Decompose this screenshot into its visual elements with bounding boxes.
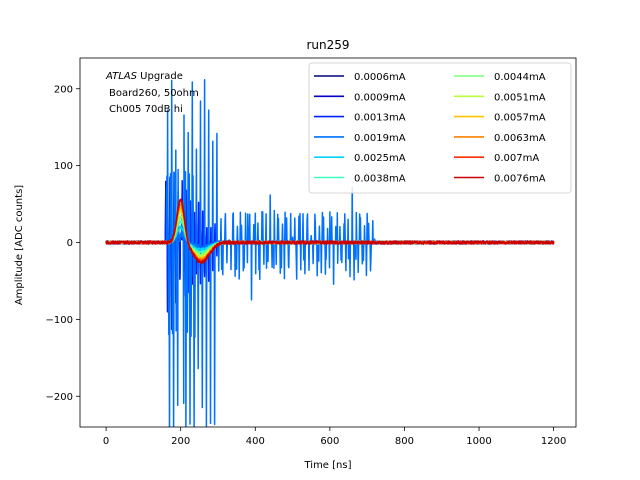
legend-label: 0.0063mA	[494, 133, 546, 144]
x-tick-label: 1000	[466, 436, 491, 447]
legend-label: 0.0051mA	[494, 92, 546, 103]
axes-layer: 0 200 400 600 800 1000 1200 −200 −100 0 100 200	[46, 57, 577, 447]
y-tick-label: −100	[46, 315, 73, 326]
x-tick-label: 600	[320, 436, 339, 447]
legend-box	[308, 62, 572, 194]
legend-label: 0.0057mA	[494, 113, 546, 124]
legend-label: 0.0038mA	[354, 174, 406, 185]
x-tick-label: 200	[171, 436, 190, 447]
legend-label: 0.007mA	[494, 153, 539, 164]
annotation: ATLAS Upgrade Board260, 50ohm Ch005 70dB…	[105, 71, 199, 115]
x-tick-label: 800	[395, 436, 414, 447]
annotation-line1: ATLAS Upgrade	[105, 71, 183, 82]
legend: 0.0006mA 0.0009mA 0.0013mA 0.0019mA 0.0025mA…	[308, 62, 572, 194]
annotation-atlas: ATLAS	[105, 71, 138, 82]
x-tick-label: 0	[103, 436, 109, 447]
x-tick-label: 1200	[541, 436, 566, 447]
series-line-11	[105, 198, 555, 264]
legend-label: 0.0019mA	[354, 133, 406, 144]
y-axis-label: Amplitude [ADC counts]	[14, 185, 25, 305]
x-tick-label: 400	[246, 436, 265, 447]
series-layer	[105, 78, 555, 427]
legend-label: 0.0009mA	[354, 92, 406, 103]
legend-label: 0.0025mA	[354, 153, 406, 164]
y-tick-label: 100	[54, 161, 73, 172]
legend-label: 0.0006mA	[354, 72, 406, 83]
y-tick-label: 200	[54, 84, 73, 95]
annotation-line2: Board260, 50ohm	[109, 88, 199, 99]
y-tick-label: 0	[67, 238, 73, 249]
legend-label: 0.0013mA	[354, 113, 406, 124]
chart-title: run259	[306, 38, 349, 52]
legend-label: 0.0076mA	[494, 174, 546, 185]
annotation-line3: Ch005 70dB hi	[109, 104, 183, 115]
legend-label: 0.0044mA	[494, 72, 546, 83]
y-tick-label: −200	[46, 392, 73, 403]
annotation-upgrade: Upgrade	[137, 71, 183, 82]
x-axis-label: Time [ns]	[303, 460, 351, 471]
